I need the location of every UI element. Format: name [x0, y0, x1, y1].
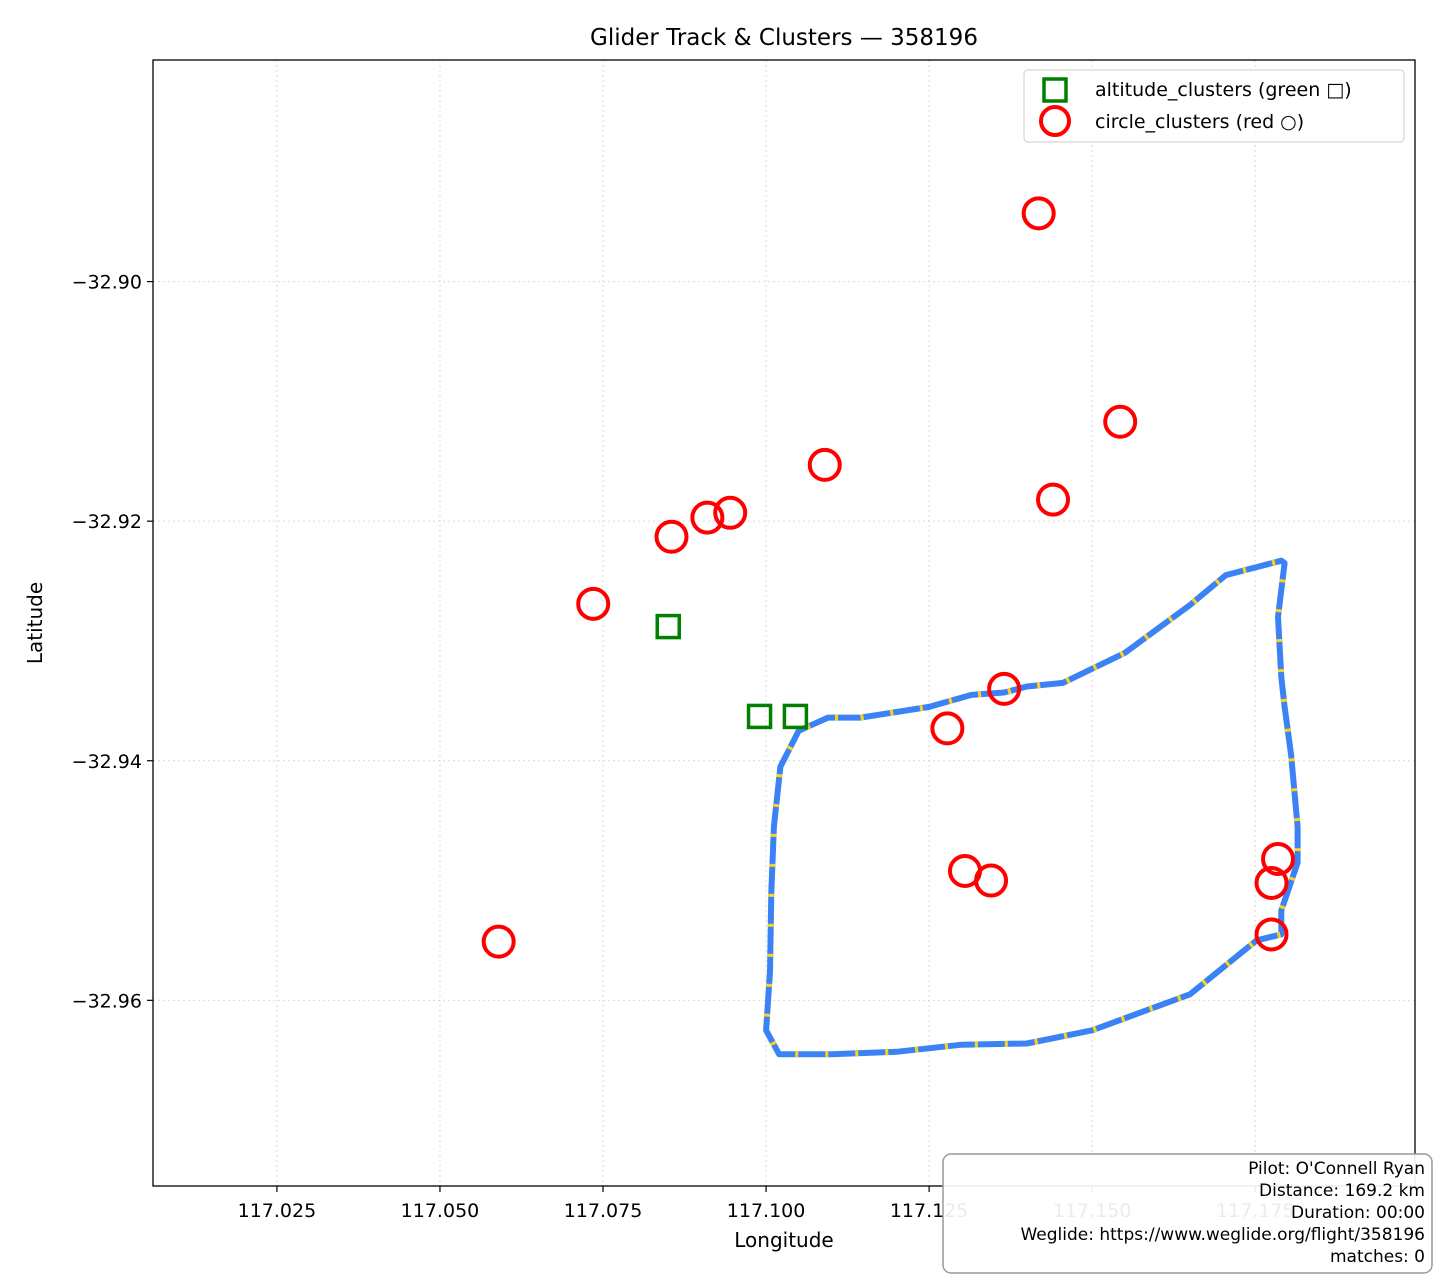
grid-layer: [153, 60, 1415, 1186]
circle-cluster-marker: [1036, 482, 1071, 517]
info-box: Pilot: O'Connell Ryan Distance: 169.2 km…: [942, 1153, 1433, 1274]
circle-cluster-marker: [713, 495, 748, 530]
circle-cluster-marker: [654, 519, 689, 554]
legend: altitude_clusters (green □) circle_clust…: [1023, 69, 1405, 143]
info-box-frame: [942, 1153, 1433, 1274]
altitude-cluster-marker: [655, 613, 681, 640]
altitude-cluster-marker: [746, 703, 773, 730]
legend-circle-marker: [1039, 105, 1071, 137]
circle-cluster-marker: [974, 863, 1009, 898]
y-tick-label: −32.94: [72, 751, 142, 773]
circle-cluster-marker: [690, 500, 725, 535]
y-tick-label: −32.92: [72, 511, 142, 533]
circle-cluster-marker: [930, 711, 965, 746]
track-layer: [763, 557, 1301, 1058]
circle-cluster-marker: [1254, 917, 1289, 952]
circle-cluster-marker: [1261, 841, 1296, 876]
circle-cluster-marker: [1254, 865, 1289, 900]
circle-cluster-marker: [987, 671, 1022, 706]
marker-layer: [481, 196, 1296, 959]
legend-label-altitude: altitude_clusters (green □): [1095, 79, 1352, 101]
info-pilot: Pilot: O'Connell Ryan: [1248, 1159, 1425, 1179]
circle-cluster-marker: [1103, 404, 1138, 439]
info-distance: Distance: 169.2 km: [1259, 1181, 1425, 1201]
x-tick-label: 117.075: [564, 1200, 643, 1222]
x-tick-label: 117.100: [727, 1200, 806, 1222]
x-tick-label: 117.025: [238, 1200, 317, 1222]
x-axis-label: Longitude: [734, 1228, 833, 1252]
flight-track-line: [763, 557, 1301, 1058]
legend-label-circle: circle_clusters (red ○): [1095, 111, 1304, 133]
circle-cluster-marker: [807, 447, 842, 482]
circle-cluster-marker: [1021, 196, 1056, 231]
y-tick-label: −32.90: [72, 272, 142, 294]
altitude-cluster-marker: [782, 703, 809, 730]
y-axis-label: Latitude: [23, 582, 47, 664]
legend-square-marker: [1042, 77, 1068, 103]
info-weglide: Weglide: https://www.weglide.org/flight/…: [1020, 1225, 1425, 1245]
chart-title: Glider Track & Clusters — 358196: [590, 25, 978, 51]
axes-frame: [152, 59, 1416, 1187]
circle-cluster-marker: [481, 924, 516, 959]
circle-cluster-marker: [576, 586, 611, 621]
x-tick-label: 117.050: [401, 1200, 480, 1222]
legend-frame: [1023, 69, 1405, 143]
y-tick-label: −32.96: [72, 990, 142, 1012]
info-matches: matches: 0: [1330, 1247, 1425, 1267]
info-duration: Duration: 00:00: [1291, 1203, 1425, 1223]
